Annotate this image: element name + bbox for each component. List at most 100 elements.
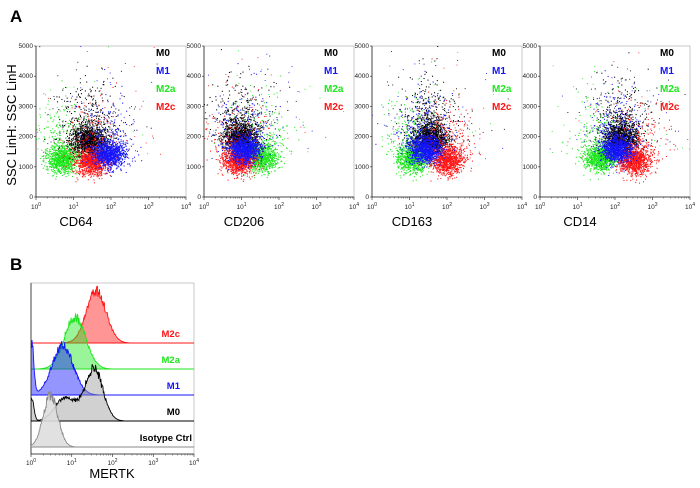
y-tick-label: 2000 [19, 134, 34, 141]
histogram-label-m2a: M2a [162, 355, 181, 366]
x-tick-label: 102 [610, 202, 620, 211]
y-tick-label: 4000 [187, 73, 202, 80]
cluster-m1 [36, 46, 154, 177]
scatter-plot-cd14: 0 1000 2000 3000 4000 5000 100 101 102 103 104 CD14… [523, 43, 696, 229]
y-tick-label: 1000 [523, 164, 538, 171]
y-tick-label: 1000 [355, 164, 370, 171]
y-tick-label: 5000 [355, 43, 370, 50]
legend-m2c: M2c [492, 102, 512, 113]
scatter-legend: M0 M1 M2a M2c [156, 48, 176, 113]
x-tick-label: 103 [148, 458, 158, 467]
y-tick-label: 2000 [523, 134, 538, 141]
x-tick-label: 101 [236, 202, 246, 211]
legend-m1: M1 [324, 66, 338, 77]
x-tick-label: 103 [479, 202, 489, 211]
scatter-dots [204, 49, 345, 182]
scatter-legend: M0 M1 M2a M2c [660, 48, 680, 113]
legend-m2a: M2a [324, 84, 344, 95]
y-tick-label: 2000 [187, 134, 202, 141]
histogram-m1 [31, 340, 194, 396]
scatter-plot-cd64: 0 1000 2000 3000 4000 5000 100 101 102 103 104 CD64… [19, 43, 192, 229]
histogram-m2a [31, 312, 194, 370]
cluster-m1 [207, 53, 313, 176]
x-tick-label: 100 [31, 202, 41, 211]
histogram-label-m0: M0 [167, 407, 180, 418]
x-tick-label: 101 [572, 202, 582, 211]
scatter-y-axis-title: SSC LinH: SSC LinH [4, 64, 19, 185]
scatter-legend: M0 M1 M2a M2c [492, 48, 512, 113]
y-tick-label: 3000 [355, 103, 370, 110]
x-tick-label: 100 [367, 202, 377, 211]
x-tick-label: 100 [535, 202, 545, 211]
x-tick-label: 102 [107, 458, 117, 467]
x-tick-label: 103 [647, 202, 657, 211]
legend-m2a: M2a [156, 84, 176, 95]
panel-label-a: A [10, 7, 22, 26]
cluster-m2c [567, 52, 690, 184]
legend-m0: M0 [492, 48, 506, 59]
histogram-curves [31, 285, 194, 448]
y-tick-label: 5000 [19, 43, 34, 50]
y-tick-label: 3000 [187, 103, 202, 110]
y-tick-label: 0 [533, 194, 537, 201]
mertk-histogram-panel: 100 101 102 103 104 MERTK M2c M2a M1 M0 Isotype Ct… [26, 282, 199, 481]
legend-m2c: M2c [660, 102, 680, 113]
legend-m2a: M2a [492, 84, 512, 95]
y-tick-label: 3000 [19, 103, 34, 110]
histogram-m2c [31, 285, 194, 344]
legend-m2a: M2a [660, 84, 680, 95]
x-tick-label: 104 [685, 202, 695, 211]
x-tick-label: 101 [67, 458, 77, 467]
x-tick-label: 104 [517, 202, 527, 211]
scatter-legend: M0 M1 M2a M2c [324, 48, 344, 113]
x-tick-label: 100 [26, 458, 36, 467]
y-tick-label: 4000 [19, 73, 34, 80]
x-tick-label: 101 [404, 202, 414, 211]
scatter-dots [372, 46, 509, 182]
x-axis-title: CD14 [563, 214, 596, 229]
legend-m1: M1 [156, 66, 170, 77]
x-axis-title: CD206 [224, 214, 264, 229]
cluster-m2c [36, 46, 161, 184]
y-tick-label: 3000 [523, 103, 538, 110]
scatter-plot-cd206: 0 1000 2000 3000 4000 5000 100 101 102 103 104 CD20… [187, 43, 360, 229]
cluster-m1 [372, 63, 504, 170]
y-tick-label: 4000 [355, 73, 370, 80]
x-tick-label: 102 [106, 202, 116, 211]
x-tick-label: 103 [311, 202, 321, 211]
scatter-dots [36, 46, 161, 184]
x-tick-label: 104 [181, 202, 191, 211]
y-tick-label: 0 [197, 194, 201, 201]
x-tick-label: 103 [143, 202, 153, 211]
y-tick-label: 0 [365, 194, 369, 201]
histogram-label-m1: M1 [167, 381, 181, 392]
histogram-label-m2c: M2c [162, 329, 180, 340]
y-tick-label: 0 [29, 194, 33, 201]
legend-m0: M0 [660, 48, 674, 59]
cluster-m2a [36, 46, 149, 180]
y-tick-label: 2000 [355, 134, 370, 141]
x-tick-label: 102 [274, 202, 284, 211]
cluster-m0 [39, 46, 158, 166]
y-tick-label: 1000 [187, 164, 202, 171]
cluster-m1 [549, 68, 680, 177]
x-tick-label: 104 [189, 458, 199, 467]
y-tick-label: 5000 [523, 43, 538, 50]
histogram-label-isotype: Isotype Ctrl [140, 433, 192, 444]
legend-m2c: M2c [156, 102, 176, 113]
x-axis-title: MERTK [89, 466, 135, 481]
panel-label-b: B [10, 255, 22, 274]
x-axis-title: CD163 [392, 214, 432, 229]
histogram-isotype [31, 390, 194, 448]
x-axis-title: CD64 [59, 214, 92, 229]
x-tick-label: 100 [199, 202, 209, 211]
y-tick-label: 5000 [187, 43, 202, 50]
x-tick-label: 102 [442, 202, 452, 211]
x-tick-label: 101 [68, 202, 78, 211]
legend-m2c: M2c [324, 102, 344, 113]
y-tick-label: 4000 [523, 73, 538, 80]
scatter-plot-cd163: 0 1000 2000 3000 4000 5000 100 101 102 103 104 CD16… [355, 43, 528, 229]
legend-m1: M1 [660, 66, 674, 77]
